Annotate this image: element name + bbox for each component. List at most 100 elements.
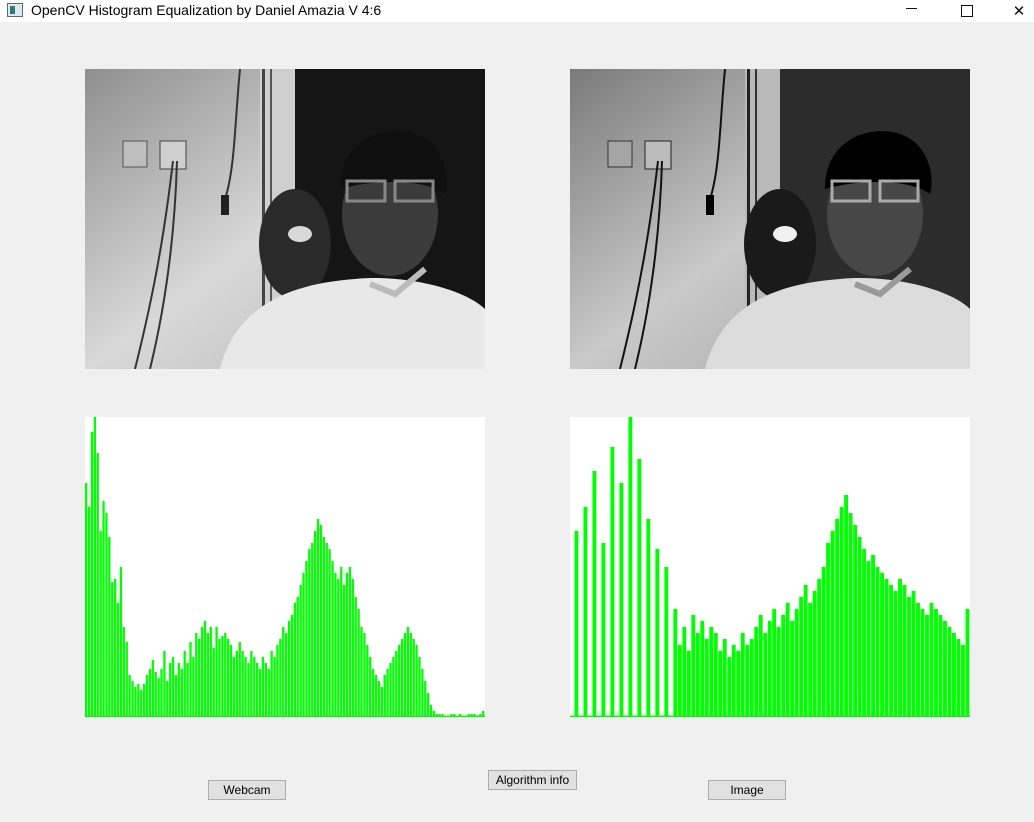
histogram-bar	[177, 663, 181, 717]
histogram-bar	[421, 669, 424, 717]
histogram-bar	[916, 603, 920, 717]
histogram-bar	[392, 657, 395, 717]
equalized-histogram-plot	[570, 417, 970, 717]
histogram-bar	[745, 645, 750, 717]
histogram-bar	[418, 657, 421, 717]
histogram-bar	[830, 531, 835, 717]
histogram-bar	[704, 639, 709, 717]
histogram-bar	[174, 675, 178, 717]
histogram-bar	[772, 609, 777, 717]
histogram-bar	[366, 645, 369, 717]
histogram-bar	[125, 642, 128, 717]
histogram-bar	[87, 507, 91, 717]
histogram-bar	[215, 627, 218, 717]
histogram-bar	[256, 663, 259, 717]
histogram-bar	[328, 549, 331, 717]
histogram-bar	[96, 453, 99, 717]
image-button[interactable]: Image	[708, 780, 786, 800]
histogram-bar	[212, 648, 215, 717]
histogram-bar	[360, 627, 363, 717]
histogram-bar	[99, 531, 102, 717]
histogram-bar	[767, 621, 772, 717]
histogram-bar	[337, 579, 340, 717]
histogram-bar	[305, 561, 308, 717]
histogram-bar	[592, 471, 597, 717]
histogram-baseline	[570, 715, 970, 717]
histogram-bar	[137, 684, 140, 717]
histogram-bar	[93, 417, 96, 717]
histogram-bar	[398, 645, 401, 717]
histogram-bar	[232, 657, 236, 717]
histogram-bar	[348, 567, 352, 717]
histogram-bar	[311, 543, 314, 717]
histogram-bar	[122, 627, 125, 717]
histogram-bar	[709, 627, 714, 717]
histogram-bar	[637, 459, 642, 717]
app-icon	[7, 3, 23, 17]
maximize-button[interactable]	[944, 0, 990, 22]
histogram-bar	[296, 597, 299, 717]
histogram-bar	[961, 645, 965, 717]
histogram-bar	[363, 633, 366, 717]
histogram-bar	[722, 639, 727, 717]
minimize-button[interactable]	[888, 0, 934, 22]
histogram-bar	[131, 681, 134, 717]
histogram-bar	[218, 639, 221, 717]
histogram-bar	[902, 585, 907, 717]
histogram-bar	[395, 651, 398, 717]
histogram-bar	[374, 675, 378, 717]
histogram-bar	[163, 651, 166, 717]
histogram-bar	[754, 627, 759, 717]
histogram-bar	[866, 561, 871, 717]
histogram-bar	[221, 636, 224, 717]
histogram-bar	[377, 681, 381, 717]
histogram-bar	[166, 681, 169, 717]
histogram-bar	[180, 669, 183, 717]
histogram-bar	[713, 633, 718, 717]
histogram-bar	[273, 657, 276, 717]
histogram-bar	[956, 639, 961, 717]
algorithm-info-button[interactable]: Algorithm info	[488, 770, 577, 790]
histogram-bar	[415, 645, 418, 717]
title-bar: OpenCV Histogram Equalization by Daniel …	[0, 0, 1034, 22]
histogram-bar	[357, 609, 360, 717]
histogram-bar	[920, 609, 925, 717]
histogram-bar	[889, 585, 893, 717]
histogram-bar	[345, 573, 349, 717]
histogram-bar	[198, 639, 201, 717]
histogram-bar	[848, 513, 853, 717]
histogram-bar	[369, 657, 372, 717]
histogram-bar	[331, 561, 334, 717]
histogram-bar	[282, 627, 285, 717]
histogram-bar	[862, 549, 867, 717]
close-button[interactable]: ✕	[996, 0, 1034, 22]
histogram-bar	[313, 531, 317, 717]
histogram-bar	[209, 627, 212, 717]
histogram-bar	[371, 669, 375, 717]
original-photo-graphic	[85, 69, 485, 369]
histogram-bar	[90, 432, 94, 717]
webcam-button[interactable]: Webcam	[208, 780, 286, 800]
histogram-bar	[808, 603, 813, 717]
histogram-bar	[183, 651, 186, 717]
histogram-bar	[799, 597, 804, 717]
histogram-bar	[224, 633, 227, 717]
histogram-bar	[389, 663, 392, 717]
window-title: OpenCV Histogram Equalization by Daniel …	[31, 2, 382, 18]
histogram-bar	[258, 669, 262, 717]
histogram-bar	[871, 555, 876, 717]
histogram-bar	[695, 633, 700, 717]
histogram-bar	[844, 495, 849, 717]
histogram-bar	[261, 657, 265, 717]
histogram-bar	[853, 525, 858, 717]
histogram-bar	[108, 537, 111, 717]
histogram-bar	[821, 567, 826, 717]
histogram-bar	[293, 603, 296, 717]
histogram-bar	[929, 603, 934, 717]
original-image	[85, 69, 485, 369]
histogram-bar	[925, 615, 929, 717]
histogram-bar	[299, 585, 302, 717]
histogram-bar	[432, 711, 436, 717]
histogram-bar	[270, 651, 273, 717]
histogram-bar	[673, 609, 678, 717]
